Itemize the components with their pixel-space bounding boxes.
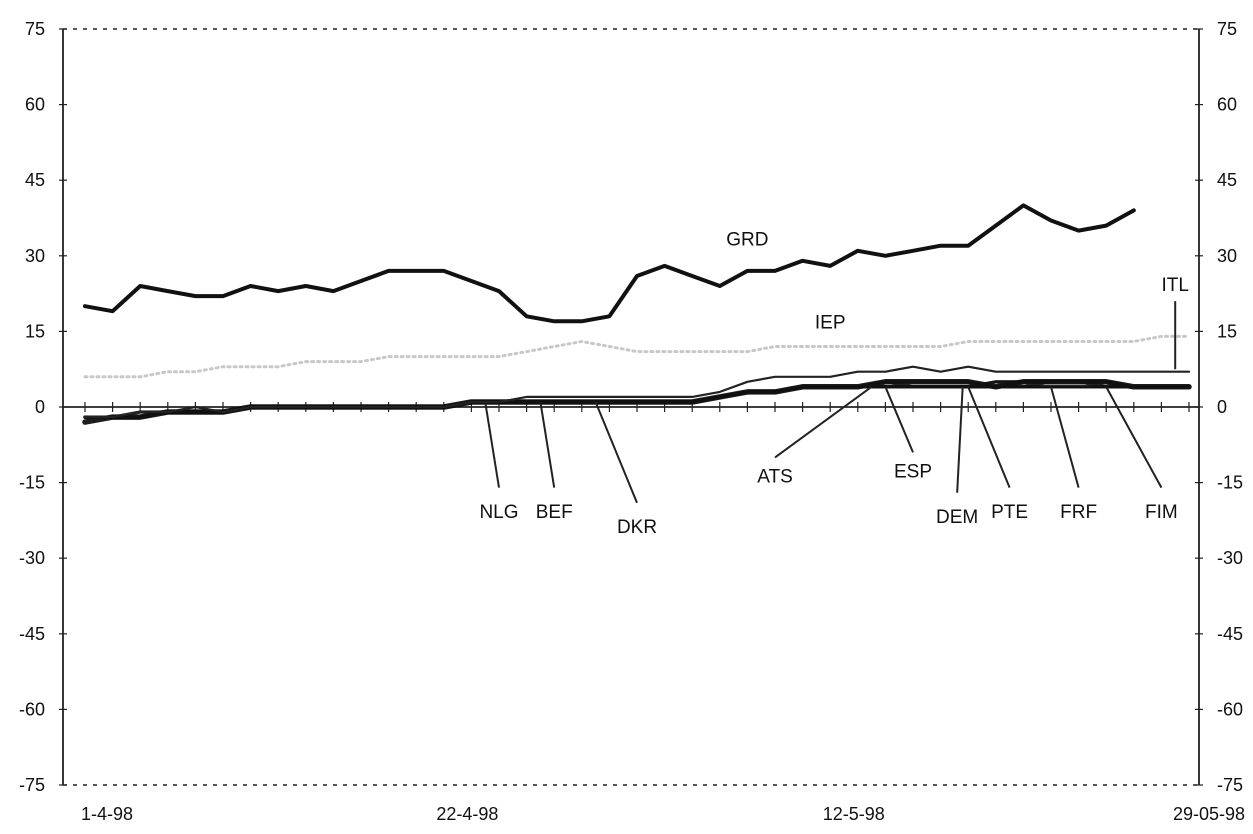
series-line-grd xyxy=(83,203,1136,324)
series-label-nlg: NLG xyxy=(479,502,518,523)
left-y-tick-label: -15 xyxy=(19,473,45,493)
left-y-tick-label: 0 xyxy=(35,397,45,417)
series-label-iep: IEP xyxy=(815,312,846,333)
right-y-tick-label: -60 xyxy=(1217,699,1243,719)
series-label-dem: DEM xyxy=(936,507,978,528)
left-y-tick-label: 75 xyxy=(25,19,45,39)
left-y-tick-label: -75 xyxy=(19,775,45,795)
leader-line-nlg xyxy=(484,401,500,488)
series-label-frf: FRF xyxy=(1060,502,1097,523)
x-tick-label: 22-4-98 xyxy=(436,804,498,824)
series-label-fim: FIM xyxy=(1145,502,1178,523)
leader-line-bef xyxy=(539,401,556,488)
right-y-tick-label: 0 xyxy=(1217,397,1227,417)
right-y-tick-label: 60 xyxy=(1217,95,1237,115)
series-label-dkr: DKR xyxy=(617,517,657,538)
right-y-tick-label: -30 xyxy=(1217,548,1243,568)
series-label-pte: PTE xyxy=(991,502,1028,523)
left-y-tick-label: -45 xyxy=(19,624,45,644)
series-label-grd: GRD xyxy=(726,230,768,251)
leader-line-esp xyxy=(884,386,914,453)
left-y-tick-label: -30 xyxy=(19,548,45,568)
series-label-bef: BEF xyxy=(536,502,573,523)
series-label-esp: ESP xyxy=(894,462,932,483)
right-y-tick-label: 75 xyxy=(1217,19,1237,39)
leader-line-fim xyxy=(1105,386,1163,489)
left-y-tick-label: 60 xyxy=(25,95,45,115)
leader-line-frf xyxy=(1050,386,1080,488)
series-line-itl xyxy=(83,365,1191,419)
right-y-tick-label: 30 xyxy=(1217,246,1237,266)
series-label-ats: ATS xyxy=(757,467,793,488)
right-y-tick-label: 15 xyxy=(1217,321,1237,341)
annotation-layer: GRD IEP ITL NLG BEF DKR ATS ESP DEM PTE FRF FIM xyxy=(479,230,1188,538)
left-y-tick-label: -60 xyxy=(19,699,45,719)
series-layer xyxy=(82,203,1192,425)
left-y-tick-label: 45 xyxy=(25,170,45,190)
leader-line-dkr xyxy=(594,401,638,504)
right-y-tick-label: -45 xyxy=(1217,624,1243,644)
series-label-itl: ITL xyxy=(1161,275,1188,296)
leader-line-pte xyxy=(967,386,1011,489)
x-tick-label: 12-5-98 xyxy=(823,804,885,824)
right-y-tick-label: 45 xyxy=(1217,170,1237,190)
left-y-tick-label: 15 xyxy=(25,321,45,341)
leader-line-ats xyxy=(774,386,873,459)
left-y-tick-label: 30 xyxy=(25,246,45,266)
right-y-tick-label: -15 xyxy=(1217,473,1243,493)
leader-line-dem xyxy=(956,386,964,493)
x-tick-label: 1-4-98 xyxy=(81,804,133,824)
series-line-iep xyxy=(83,334,1191,379)
right-y-tick-label: -75 xyxy=(1217,775,1243,795)
x-tick-label: 29-05-98 xyxy=(1173,804,1245,824)
